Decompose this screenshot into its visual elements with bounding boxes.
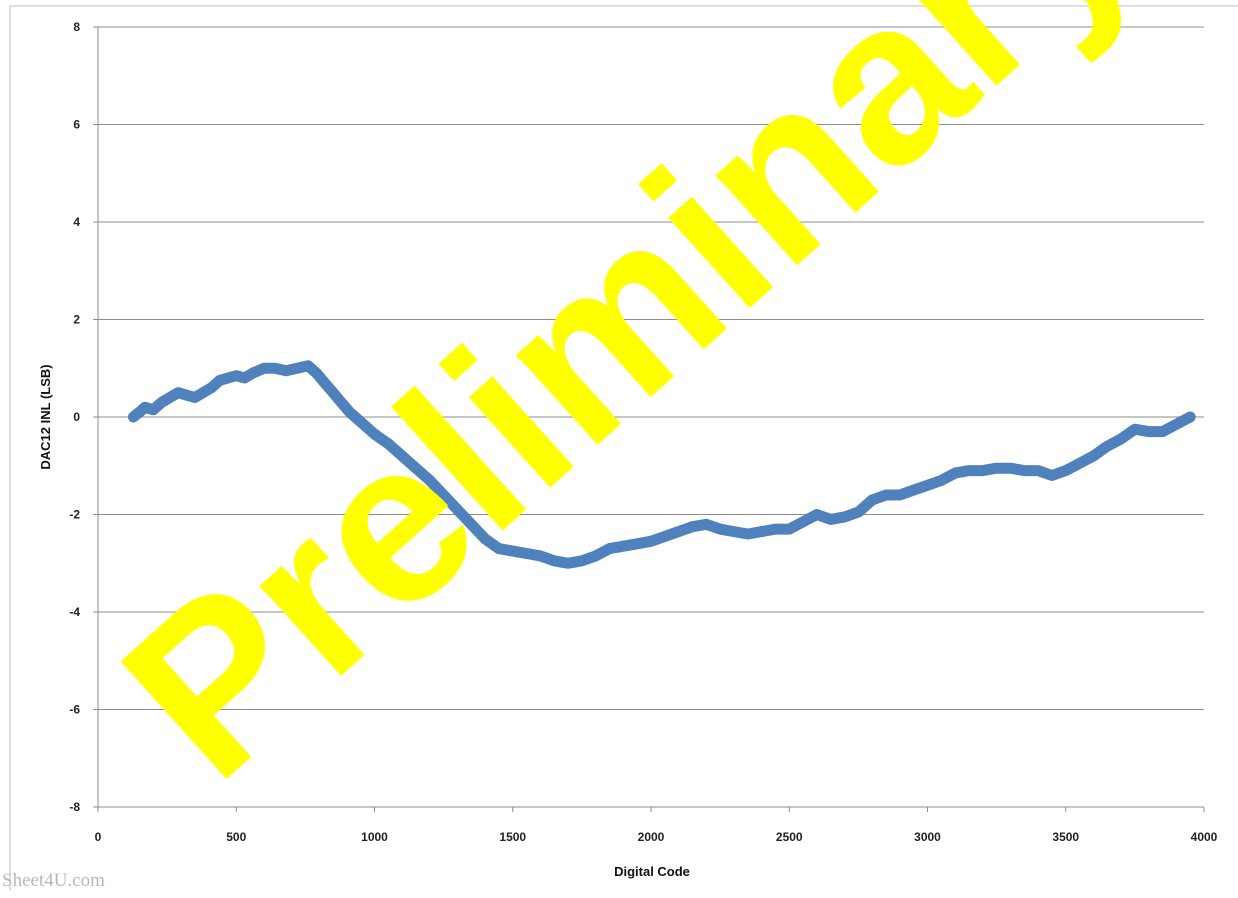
x-tick-label-1: 500 <box>226 830 246 844</box>
watermark-text: Preliminary <box>76 0 1179 826</box>
y-tick-label-2: -4 <box>69 605 80 619</box>
y-axis-title: DAC12 INL (LSB) <box>38 364 53 469</box>
x-tick-label-6: 3000 <box>914 830 941 844</box>
y-tick-label-3: -2 <box>69 508 80 522</box>
plot-area <box>127 360 1196 569</box>
x-tick-label-0: 0 <box>95 830 102 844</box>
tick-labels: -8 -6 -4 -2 0 2 4 6 8 0 500 1000 1500 2000 2500 3000 350… <box>69 20 1217 844</box>
x-tick-label-8: 4000 <box>1191 830 1218 844</box>
y-tick-label-0: -8 <box>69 800 80 814</box>
x-tick-label-3: 1500 <box>499 830 526 844</box>
y-tick-label-6: 4 <box>73 215 80 229</box>
y-tick-label-1: -6 <box>69 703 80 717</box>
y-tick-label-4: 0 <box>73 410 80 424</box>
x-tick-label-7: 3500 <box>1052 830 1079 844</box>
x-axis-title: Digital Code <box>614 864 690 879</box>
site-watermark-text: Sheet4U.com <box>2 870 105 891</box>
watermark: Preliminary <box>76 0 1179 826</box>
gridlines <box>98 26 1204 808</box>
y-tick-label-7: 6 <box>73 118 80 132</box>
series-line-0 <box>127 360 1196 569</box>
x-tick-label-4: 2000 <box>638 830 665 844</box>
y-tick-label-5: 2 <box>73 313 80 327</box>
x-tick-label-5: 2500 <box>776 830 803 844</box>
axes <box>93 26 1205 812</box>
y-tick-label-8: 8 <box>73 20 80 34</box>
x-tick-label-2: 1000 <box>361 830 388 844</box>
